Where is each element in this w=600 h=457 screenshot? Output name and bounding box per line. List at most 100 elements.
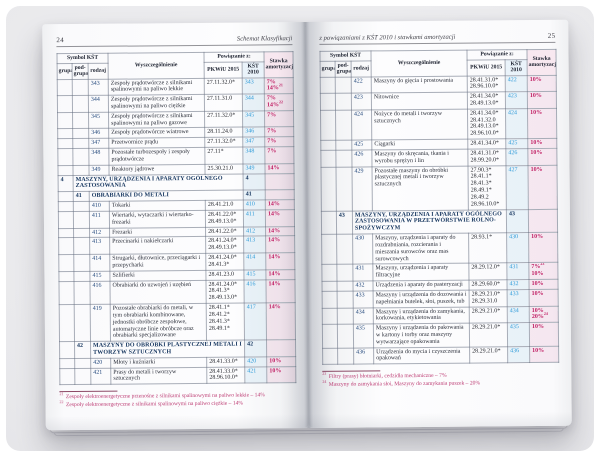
cell-kst2010: 43 [506, 209, 529, 233]
cell-name: Zespoły prądotwórcze z silnikami spalino… [108, 111, 205, 129]
cell-grupa [320, 140, 336, 151]
header-grupa: grupa [320, 60, 336, 77]
cell-pkwiu: 27.11.32.0* [204, 137, 243, 148]
cell-pkwiu: 28.29.21.0* 28.29.31.0 [469, 289, 508, 307]
cell-pkwiu: 25.30.21.0 [204, 163, 244, 174]
cell-grupa [321, 210, 337, 235]
cell-stawka: 7% 14%22 [264, 93, 294, 111]
cell-kst2010: 435 [507, 322, 530, 347]
table-row: 411 Wiertarki, wytaczarki i wiertarko-fre… [58, 209, 295, 229]
header-pkwiu: PKWiU 2015 [204, 61, 243, 78]
table-row: 419 Pozostałe obrabiarki do metali, w tym… [59, 302, 296, 342]
cell-pkwiu: 28.41.24.0* 28.49.13.0* [205, 236, 244, 254]
cell-podgrupa [336, 234, 353, 265]
cell-stawka: 10% [528, 232, 558, 263]
page-bottom-shade [308, 411, 572, 428]
cell-rodzaj: 435 [353, 324, 374, 348]
cell-name: Zespoły prądotwórcze z silnikami spalino… [108, 77, 205, 96]
cell-name: Maszyny i urządzenia do pakowania w kart… [373, 323, 470, 348]
cell-grupa [58, 237, 74, 255]
cell-pkwiu: 27.11.32.0* [204, 77, 243, 95]
table-body: 343 Zespoły prądotwórcze z silnikami spal… [57, 77, 296, 385]
cell-stawka: 14% [265, 199, 295, 210]
cell-grupa [57, 112, 73, 130]
cell-grupa [58, 211, 74, 229]
cell-podgrupa [337, 290, 354, 308]
cell-kst2010: 434 [507, 306, 530, 323]
cell-rodzaj: 433 [353, 290, 374, 308]
cell-stawka: 10% [529, 322, 559, 347]
cell-podgrupa [73, 280, 91, 305]
table-row: 422 Maszyny do gięcia i prostowania 28.41.… [320, 74, 557, 94]
footnotes-right: 23 Filtry (prasy) błotniarki, cedzidła m… [322, 369, 558, 389]
cell-kst2010: 425 [505, 138, 528, 149]
header-kst2010: KŚT 2010 [505, 59, 528, 76]
cell-pkwiu: 28.41.34.0* 28.41.32.0 28.49.13.0* 28.96.10… [467, 108, 506, 140]
cell-podgrupa [73, 227, 90, 238]
cell-grupa [57, 79, 73, 96]
cell-grupa [320, 150, 336, 167]
cell-grupa [322, 347, 338, 365]
cell-grupa [58, 228, 74, 239]
cell-podgrupa: 41 [73, 191, 90, 202]
cell-rodzaj: 416 [89, 280, 111, 305]
cell-name: Pozostałe maszyny do obróbki plastycznej… [372, 165, 469, 211]
cell-pkwiu: 28.41.24.0* 28.41.3* 28.49.13.0* [205, 279, 245, 304]
cell-pkwiu: 27.11* [204, 147, 243, 165]
cell-podgrupa [72, 78, 89, 96]
cell-stawka: 14% [265, 209, 295, 227]
table-row: 414 Strugarki, dłutownice, przeciągarki i… [58, 252, 295, 272]
cell-name: Maszyny i urządzenia do dozowania i nape… [373, 289, 470, 308]
cell-section-name: MASZYNY, URZĄDZENIA I APARATY OGÓLNEGO Z… [352, 209, 507, 235]
cell-pkwiu: 28.41.22.0* 28.49.13.0* [205, 209, 244, 227]
cell-grupa [57, 138, 73, 149]
cell-stawka: 14% [265, 236, 295, 253]
header-kst2010: KŚT 2010 [242, 61, 265, 78]
table-row: 424 Nożyce do metali i tworzyw sztucznych… [320, 108, 557, 141]
header-symbol-kst: Symbol KŚT [56, 53, 109, 64]
cell-name: Pozostałe turbozespoły i zespoły prądotw… [108, 147, 205, 166]
page-right: z powiązaniami z KŚT 2010 i stawkami amo… [305, 19, 572, 428]
cell-kst2010: 413 [243, 236, 266, 254]
cell-kst2010: 417 [244, 302, 267, 341]
header-rodzaj: rodzaj [351, 60, 372, 77]
cell-kst2010: 412 [243, 226, 266, 237]
table-row: 431 Maszyny, urządzenia i aparaty filtrac… [321, 262, 559, 282]
cell-rodzaj: 415 [89, 270, 110, 281]
footnotes-left: 21 Zespoły elektroenergetyczne przenośne… [59, 389, 295, 409]
cell-stawka [265, 189, 295, 200]
cell-rodzaj: 426 [351, 149, 373, 167]
table-row: 433 Maszyny i urządzenia do dozowania i n… [322, 289, 559, 308]
cell-podgrupa [335, 93, 352, 111]
cell-podgrupa [72, 128, 89, 139]
cell-grupa [58, 281, 75, 305]
cell-pkwiu: 28.41.23.0 [205, 269, 244, 280]
cell-grupa [59, 358, 75, 369]
cell-podgrupa [73, 254, 90, 272]
cell-podgrupa [335, 166, 353, 211]
cell-pkwiu: 28.41.34.0* [467, 138, 506, 150]
cell-grupa [322, 307, 338, 325]
cell-kst2010: 432 [507, 279, 530, 290]
cell-podgrupa [337, 307, 354, 325]
cell-stawka: 14% [264, 163, 295, 174]
cell-rodzaj: 421 [90, 367, 111, 385]
table-body: 422 Maszyny do gięcia i prostowania 28.41.… [320, 74, 559, 365]
table-row: 436 Urządzenia do mycia i czyszczenia opa… [322, 345, 559, 365]
cell-kst2010: 41 [243, 190, 266, 201]
cell-pkwiu: 28.41.33.0* [206, 356, 245, 368]
cell-grupa [57, 129, 73, 139]
header-powiazanie: Powiązanie z: [204, 51, 265, 62]
classification-table-left: Symbol KŚT Wyszczególnienie Powiązanie z… [56, 51, 296, 385]
page-left-head: 24 Schemat Klasyfikacji [56, 34, 293, 48]
cell-grupa [59, 304, 75, 342]
cell-stawka: 14% [266, 302, 296, 341]
cell-stawka: 10% [527, 138, 557, 149]
cell-rodzaj: 345 [88, 112, 109, 129]
header-wyszczegolnienie: Wyszczególnienie [108, 52, 205, 79]
cell-name: Pozostałe obrabiarki do metali, w tym ob… [110, 303, 207, 342]
header-symbol-kst: Symbol KŚT [319, 50, 372, 61]
cell-kst2010: 427 [506, 165, 529, 210]
cell-pkwiu: 28.93.1* [468, 232, 507, 264]
cell-kst2010: 423 [505, 91, 528, 109]
